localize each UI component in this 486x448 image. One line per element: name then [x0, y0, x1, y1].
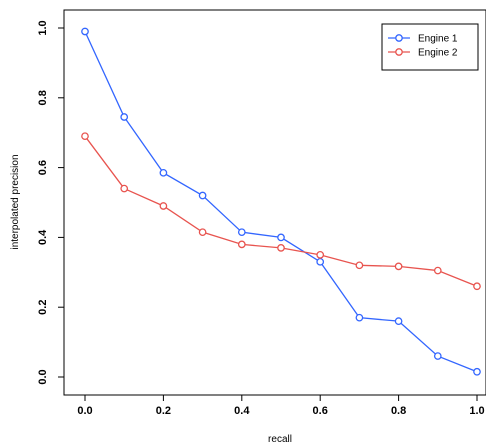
series-2-point — [237, 240, 246, 249]
legend-box — [381, 23, 479, 71]
y-tick-label: 0.6 — [37, 160, 49, 175]
y-axis-title: interpolated precision — [10, 154, 21, 249]
x-tick-label: 0.8 — [391, 405, 406, 417]
y-tick-label: 1.0 — [37, 20, 49, 35]
x-tick-label: 1.0 — [469, 405, 484, 417]
series-2-point — [394, 262, 403, 271]
series-2-point — [81, 132, 89, 141]
x-tick-label: 0.2 — [156, 405, 171, 417]
plot-frame — [63, 9, 486, 396]
y-tick-label: 0.8 — [37, 90, 49, 105]
legend: Engine 1 Engine 2 — [381, 23, 479, 71]
series-2-point — [159, 202, 168, 210]
series-line-2 — [84, 135, 478, 287]
y-tick-label: 0.4 — [37, 229, 49, 245]
series-1-point — [237, 228, 246, 237]
x-axis: 0.0 0.2 0.4 0.6 0.8 1.0 — [77, 395, 485, 417]
legend-label-2: Engine 2 — [418, 48, 458, 59]
legend-marker-2 — [395, 48, 403, 56]
series-layer — [81, 27, 481, 376]
x-axis-title: recall — [268, 434, 292, 445]
series-2-point — [120, 184, 129, 193]
series-2-point — [473, 282, 481, 291]
series-2-point — [355, 261, 364, 270]
y-tick-label: 0.0 — [37, 369, 49, 384]
series-1-point — [473, 367, 481, 376]
series-1-point — [433, 352, 442, 360]
legend-label-1: Engine 1 — [418, 34, 458, 45]
series-2-point — [198, 228, 207, 237]
series-2-point — [277, 244, 285, 252]
legend-marker-1 — [395, 34, 403, 42]
series-1-point — [394, 317, 403, 326]
series-1-point — [120, 113, 129, 121]
series-1-point — [316, 257, 325, 266]
series-2-point — [433, 266, 442, 275]
x-tick-label: 0.4 — [234, 405, 250, 417]
x-tick-label: 0.6 — [313, 405, 328, 417]
series-1-point — [159, 168, 168, 177]
series-2-point — [316, 251, 325, 259]
series-1-point — [355, 313, 364, 322]
y-tick-label: 0.2 — [37, 300, 49, 315]
x-tick-label: 0.0 — [77, 405, 92, 417]
series-1-point — [277, 233, 285, 242]
series-line-1 — [84, 31, 478, 373]
series-1-point — [81, 27, 89, 36]
series-1-point — [198, 191, 207, 200]
y-axis: 0.0 0.2 0.4 0.6 0.8 1.0 — [37, 20, 64, 385]
